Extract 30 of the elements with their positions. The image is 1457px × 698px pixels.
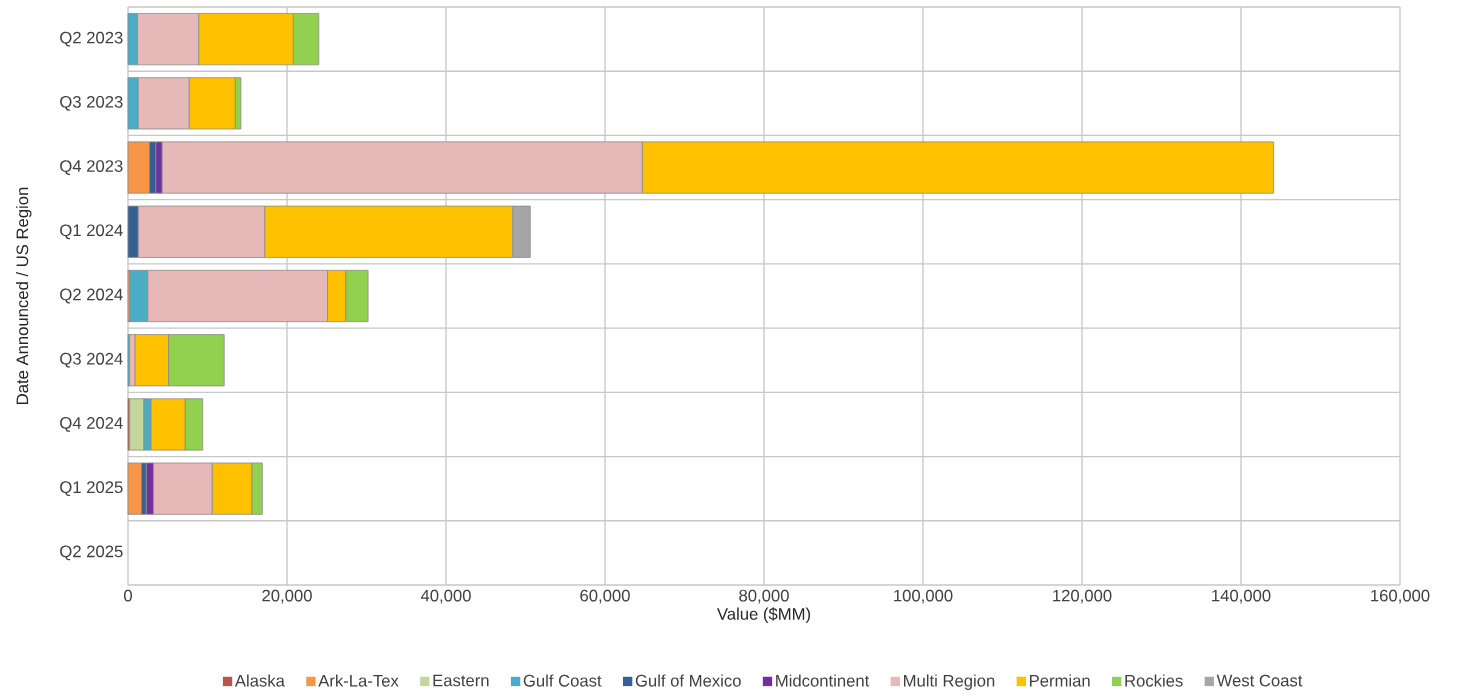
y-tick-label: Q2 2024 xyxy=(60,288,123,304)
y-tick-label: Q3 2023 xyxy=(60,95,123,111)
y-axis-title: Date Announced / US Region xyxy=(15,187,32,404)
legend-label: Gulf Coast xyxy=(523,674,602,687)
y-tick-label: Q2 2025 xyxy=(60,545,123,561)
y-tick-label: Q4 2024 xyxy=(60,417,123,432)
x-tick-label: 40,000 xyxy=(420,589,471,604)
x-tick-label: 80,000 xyxy=(739,589,789,604)
legend-label: Permian xyxy=(1029,674,1090,687)
legend-label: Ark-La-Tex xyxy=(318,674,399,687)
legend-label: Eastern xyxy=(433,674,489,687)
legend-label: Midcontinent xyxy=(776,674,870,687)
x-tick-label: 20,000 xyxy=(262,589,312,604)
x-tick-label: 160,000 xyxy=(1371,589,1430,604)
legend-label: West Coast xyxy=(1216,674,1303,687)
y-tick-label: Q3 2024 xyxy=(60,352,123,368)
legend-label: Gulf of Mexico xyxy=(635,674,741,687)
legend-label: Rockies xyxy=(1125,674,1183,687)
x-tick-label: 60,000 xyxy=(580,589,630,604)
x-tick-label: 120,000 xyxy=(1053,589,1112,604)
x-axis-title: Value ($MM) xyxy=(717,607,811,624)
y-tick-label: Q1 2024 xyxy=(60,224,123,240)
y-tick-label: Q2 2023 xyxy=(60,31,123,47)
x-tick-label: 140,000 xyxy=(1212,589,1271,604)
y-tick-label: Q4 2023 xyxy=(60,160,123,175)
legend-label: Multi Region xyxy=(904,674,995,690)
x-tick-label: 0 xyxy=(124,589,132,602)
x-tick-label: 100,000 xyxy=(894,589,953,604)
legend-label: Alaska xyxy=(234,674,285,687)
y-tick-label: Q1 2025 xyxy=(60,481,123,497)
